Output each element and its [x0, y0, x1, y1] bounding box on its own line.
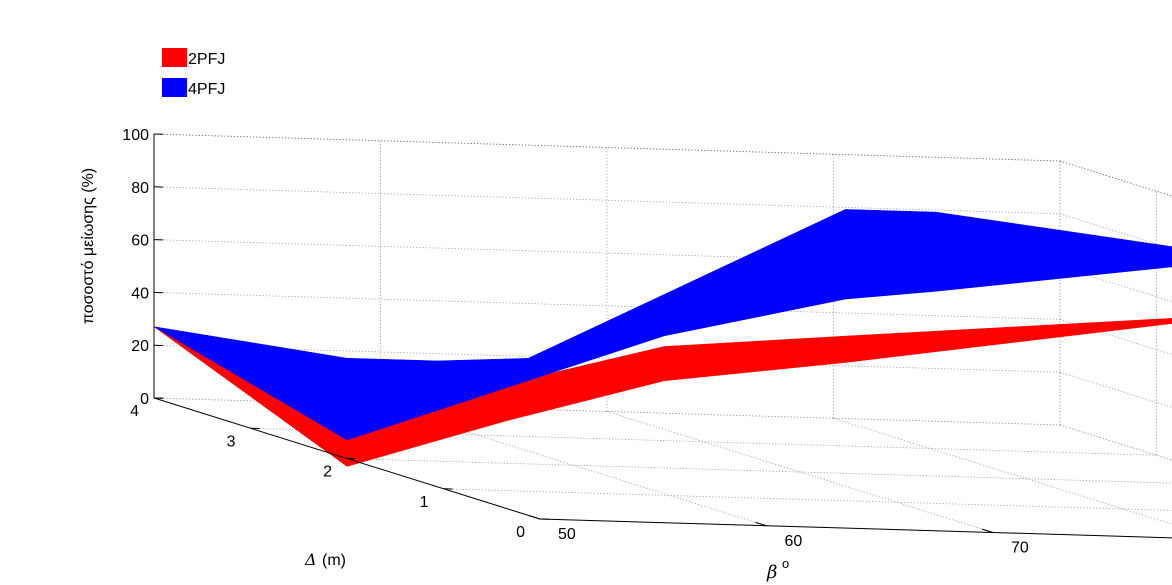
z-tick-label: 20: [131, 338, 149, 355]
y-tick-label: 4: [130, 403, 139, 420]
grid-line-y-floor: [539, 518, 1172, 539]
y-tick-label: 0: [516, 524, 525, 541]
x-tick: [981, 528, 994, 533]
x-tick-label: 60: [785, 533, 803, 550]
grid-line-x-floor: [1059, 424, 1172, 461]
grid-line-z-sidewall: [1059, 371, 1172, 408]
x-axis-title: β o: [766, 556, 789, 583]
legend-swatch-4pfj: [162, 78, 187, 97]
legend: 2PFJ 4PFJ: [162, 48, 225, 98]
legend-swatch-2pfj: [162, 48, 187, 67]
legend-label-2pfj: 2PFJ: [188, 51, 225, 68]
grid-line-z-sidewall: [1059, 319, 1172, 355]
z-axis-title: ποσοστό μείωσης (%): [80, 168, 97, 324]
x-tick-label: 50: [558, 526, 576, 543]
z-tick-label: 40: [131, 285, 149, 302]
x-tick: [755, 521, 767, 527]
z-tick-label: 0: [140, 391, 149, 408]
surface-4pfj: [153, 209, 1172, 441]
grid-line-x-floor: [606, 411, 994, 533]
y-axis-title-unit: (m): [322, 552, 346, 569]
z-tick-label: 100: [122, 127, 149, 144]
x-axis-title-unit: o: [782, 556, 789, 571]
grid-line-y-floor: [346, 458, 1172, 484]
x-tick: [528, 515, 541, 520]
x-tick-label: 70: [1011, 540, 1029, 557]
z-tick-label: 60: [131, 233, 149, 250]
grid-line-x-floor: [833, 417, 1172, 525]
y-tick-label: 1: [420, 494, 429, 511]
box-edge: [153, 133, 1061, 162]
x-axis-title-symbol: β: [766, 562, 777, 583]
box-edge: [1059, 160, 1172, 197]
y-axis-title-symbol: Δ: [304, 550, 317, 569]
grid-line-y-floor: [443, 488, 1172, 511]
y-axis-title: Δ (m): [304, 550, 346, 569]
axis-layer: 020406080100012345060708090: [122, 127, 1172, 557]
grid-line-z-backwall: [153, 344, 1061, 373]
y-tick-label: 3: [227, 433, 236, 450]
grid-line-z-backwall: [153, 292, 1061, 320]
y-tick-label: 2: [323, 464, 332, 481]
grid-line-z-backwall: [153, 186, 1061, 215]
z-tick-label: 80: [131, 180, 149, 197]
surface-layer: [153, 209, 1172, 467]
grid-line-z-sidewall: [1059, 213, 1172, 250]
legend-label-4pfj: 4PFJ: [188, 81, 225, 98]
grid-line-z-sidewall: [1059, 266, 1172, 303]
grid-line-z-sidewall: [1059, 424, 1172, 461]
x-axis-line: [539, 518, 1172, 539]
